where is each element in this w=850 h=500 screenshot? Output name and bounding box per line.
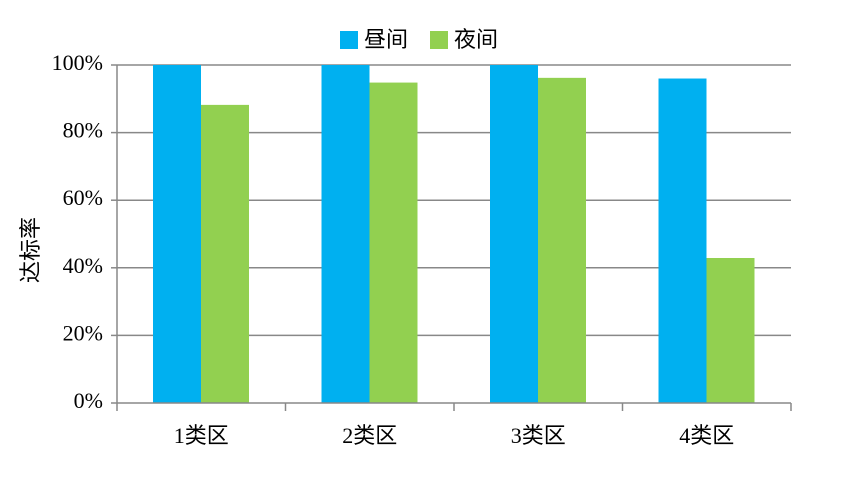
y-tick-label: 60% — [63, 185, 103, 210]
bar-day — [153, 65, 201, 403]
legend: 昼间 夜间 — [340, 28, 498, 53]
legend-label-day: 昼间 — [364, 28, 408, 53]
y-tick-label: 0% — [74, 388, 103, 413]
bar-night — [201, 104, 249, 403]
bar-night — [706, 257, 755, 403]
x-tick-label: 3类区 — [511, 423, 566, 448]
legend-label-night: 夜间 — [454, 28, 498, 53]
x-tick-labels: 1类区 2类区 3类区 4类区 — [174, 423, 735, 448]
axes — [111, 64, 792, 411]
y-tick-labels: 0% 20% 40% 60% 80% 100% — [52, 50, 103, 413]
bar-night — [369, 82, 418, 404]
legend-swatch-night — [430, 31, 448, 49]
bar-day — [321, 65, 370, 403]
y-tick-label: 100% — [52, 50, 103, 75]
y-tick-label: 80% — [63, 118, 103, 143]
x-tick-label: 4类区 — [679, 423, 734, 448]
bars — [153, 65, 755, 404]
y-tick-label: 20% — [63, 320, 103, 345]
y-tick-label: 40% — [63, 253, 103, 278]
y-axis-title: 达标率 — [19, 217, 44, 283]
bar-night — [538, 77, 586, 404]
bar-day — [658, 78, 707, 404]
bar-day — [490, 65, 538, 403]
x-tick-label: 1类区 — [174, 423, 229, 448]
x-tick-label: 2类区 — [342, 423, 397, 448]
legend-swatch-day — [340, 31, 358, 49]
